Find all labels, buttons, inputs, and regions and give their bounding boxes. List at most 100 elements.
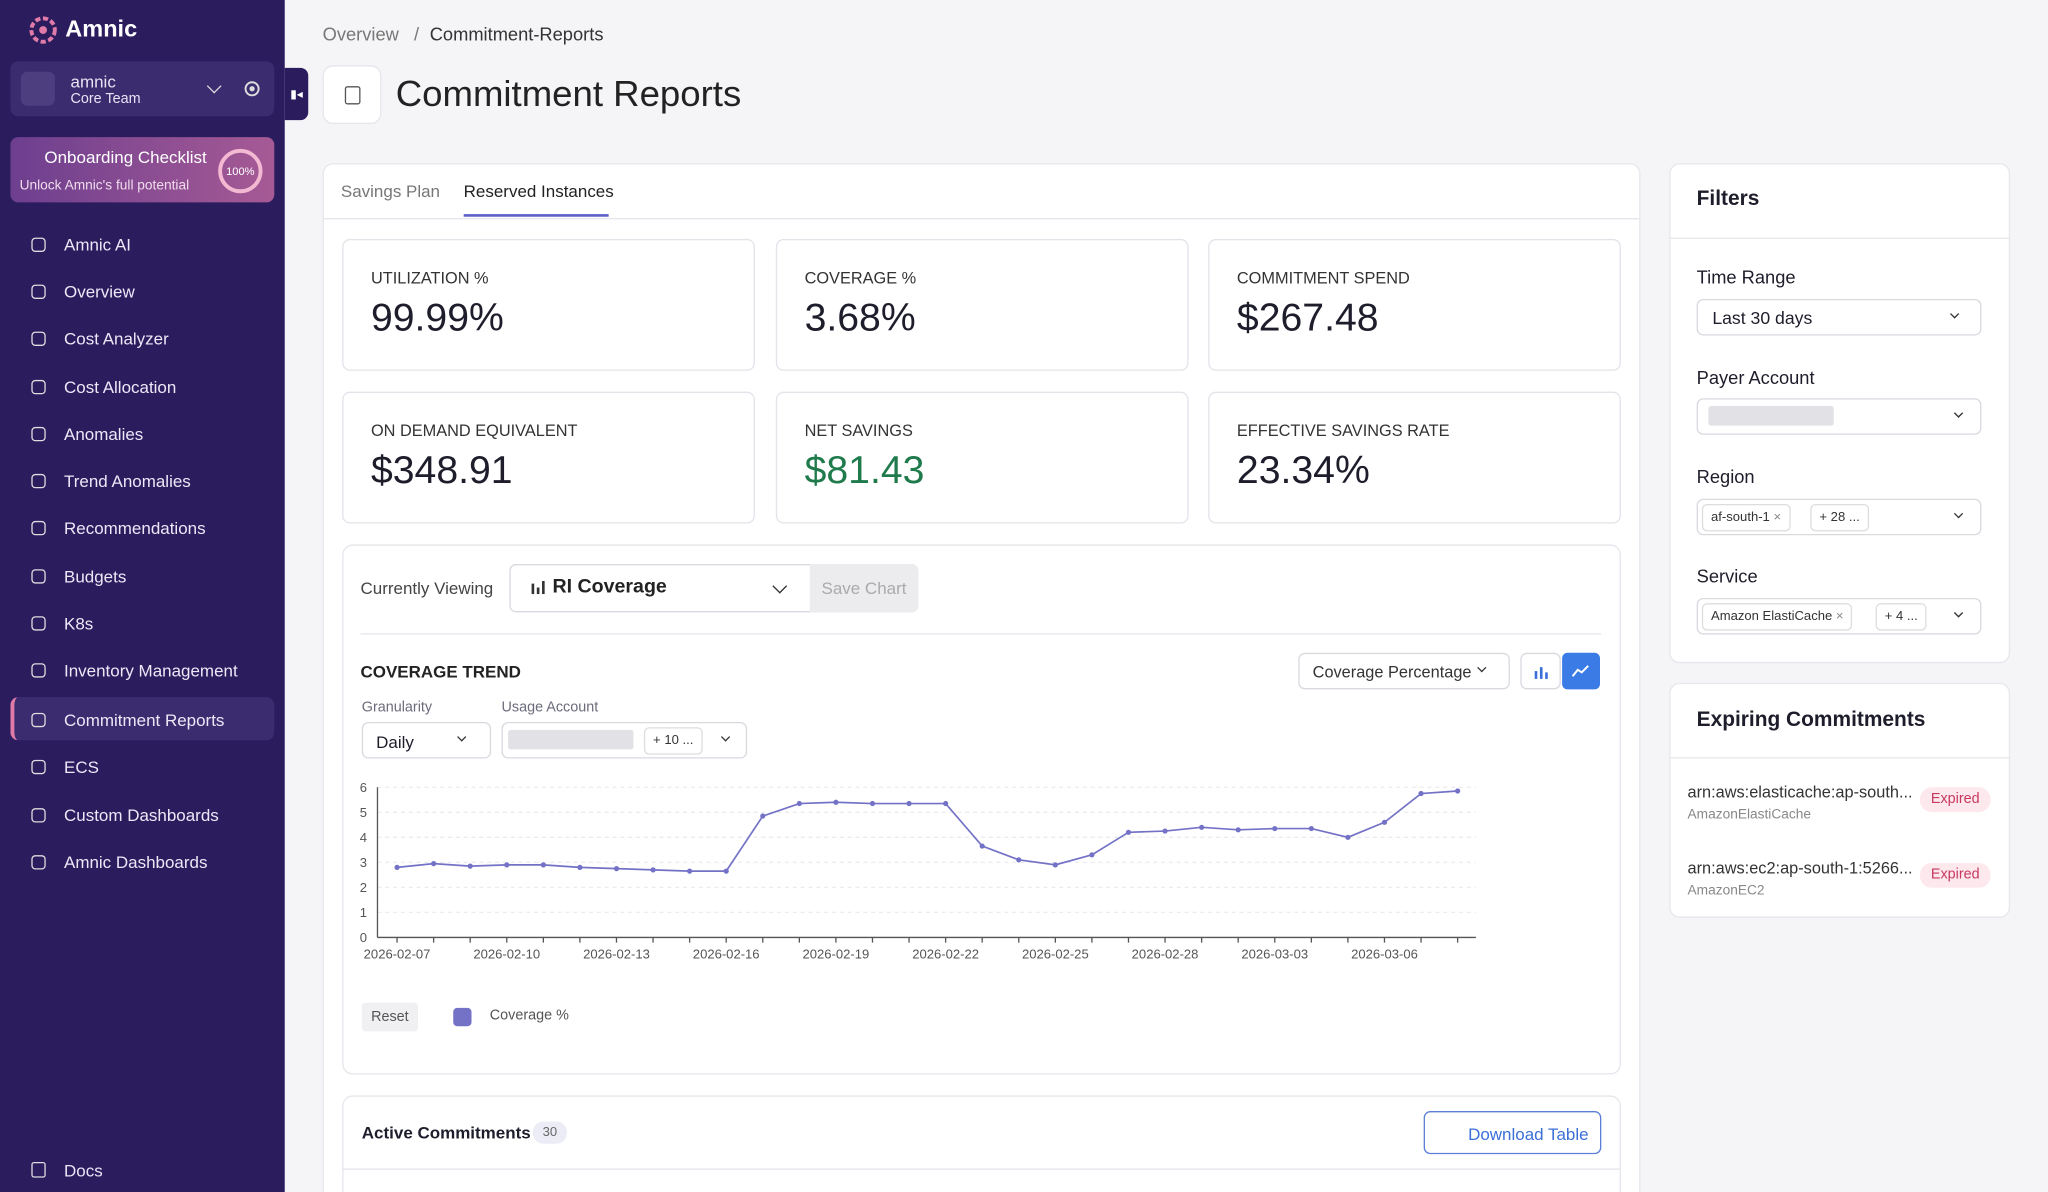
chart-title: COVERAGE TREND xyxy=(360,661,521,682)
nav-item[interactable]: Cost Analyzer xyxy=(63,329,169,349)
onboarding-title: Onboarding Checklist xyxy=(44,147,207,168)
kpi-label: ON DEMAND EQUIVALENT xyxy=(370,421,578,440)
kpi-label: NET SAVINGS xyxy=(804,421,913,440)
breadcrumb-item: Commitment-Reports xyxy=(429,23,604,45)
docs-link[interactable]: Docs xyxy=(63,1160,103,1181)
nav-item[interactable]: Cost Allocation xyxy=(63,377,177,397)
org-team: Core Team xyxy=(70,91,141,108)
kpi-card xyxy=(775,238,1189,371)
service-chip: Amazon ElastiCache × xyxy=(1701,603,1853,631)
save-chart-button[interactable]: Save Chart xyxy=(809,564,919,613)
kpi-card xyxy=(342,238,755,371)
data-point xyxy=(760,813,766,819)
x-tick-label: 2026-02-25 xyxy=(1022,946,1089,961)
data-point xyxy=(540,862,546,868)
settings-icon[interactable] xyxy=(242,78,263,99)
commitment-service: AmazonElastiCache xyxy=(1687,806,1811,823)
data-point xyxy=(1235,827,1241,833)
docs-icon xyxy=(31,1161,46,1178)
x-tick-label: 2026-02-22 xyxy=(912,946,979,961)
data-point xyxy=(1308,825,1314,832)
data-point xyxy=(1381,819,1388,825)
tab-indicator xyxy=(463,214,609,217)
nav-item[interactable]: Anomalies xyxy=(63,424,144,444)
data-point xyxy=(1016,857,1022,863)
nav-active xyxy=(10,697,275,741)
legend-swatch[interactable] xyxy=(453,1007,472,1027)
nav-item[interactable]: Recommendations xyxy=(63,518,206,538)
nav-icon xyxy=(31,473,46,489)
brand: Amnic xyxy=(65,15,138,42)
data-point xyxy=(504,862,510,868)
x-tick-label: 2026-02-16 xyxy=(693,946,760,961)
nav-icon xyxy=(31,808,46,823)
data-point xyxy=(394,864,400,870)
nav-item[interactable]: Amnic AI xyxy=(63,235,131,255)
nav-item[interactable]: Custom Dashboards xyxy=(63,805,219,826)
nav-item[interactable]: Amnic Dashboards xyxy=(63,852,208,873)
nav-item[interactable]: K8s xyxy=(63,613,94,634)
nav-icon xyxy=(31,616,46,631)
kpi-value: $348.91 xyxy=(370,449,513,493)
data-point xyxy=(1455,788,1461,794)
kpi-label: COMMITMENT SPEND xyxy=(1236,268,1410,288)
filter-label: Service xyxy=(1696,565,1758,587)
metric-select[interactable]: Coverage Percentage xyxy=(1298,652,1510,690)
nav-icon xyxy=(31,331,46,346)
org-name: amnic xyxy=(70,71,116,92)
divider xyxy=(1669,237,2011,239)
region-chip: af-south-1 × xyxy=(1701,503,1791,532)
y-tick-label: 2 xyxy=(360,880,367,895)
legend-label[interactable]: Coverage % xyxy=(489,1007,569,1024)
series-line xyxy=(396,790,1458,872)
nav-item[interactable]: Inventory Management xyxy=(63,660,238,681)
tab-active[interactable]: Reserved Instances xyxy=(463,181,614,202)
granularity-select[interactable]: Daily xyxy=(361,721,492,759)
x-tick-label: 2026-03-06 xyxy=(1351,946,1418,961)
chart-card xyxy=(342,544,1621,1075)
onboarding-progress: 100% xyxy=(218,148,263,194)
filter-label: Payer Account xyxy=(1696,366,1815,388)
data-point xyxy=(1125,829,1132,835)
kpi-value: 23.34% xyxy=(1236,449,1370,493)
filter-label: Time Range xyxy=(1696,266,1796,288)
y-tick-label: 5 xyxy=(360,805,367,820)
data-point xyxy=(869,800,876,807)
nav-item[interactable]: Commitment Reports xyxy=(63,710,225,730)
commitment-arn[interactable]: arn:aws:elasticache:ap-south... xyxy=(1687,783,1913,802)
tab[interactable]: Savings Plan xyxy=(340,181,441,202)
expiring-title: Expiring Commitments xyxy=(1696,708,1926,732)
y-tick-label: 0 xyxy=(360,930,367,945)
nav-icon xyxy=(31,569,46,584)
usage-account-more: + 10 ... xyxy=(643,727,703,755)
commitment-service: AmazonEC2 xyxy=(1687,882,1765,899)
nav-item[interactable]: Trend Anomalies xyxy=(63,471,191,491)
nav-item[interactable]: Budgets xyxy=(63,566,127,587)
org-icon xyxy=(20,71,55,106)
commitment-arn[interactable]: arn:aws:ec2:ap-south-1:5266... xyxy=(1687,859,1913,878)
data-point xyxy=(943,800,949,807)
y-tick-label: 6 xyxy=(360,780,367,795)
data-point xyxy=(1199,824,1205,830)
bar-chart-toggle[interactable] xyxy=(1520,652,1561,690)
time-range-select[interactable]: Last 30 days xyxy=(1696,298,1982,336)
line-chart-toggle[interactable] xyxy=(1562,652,1600,690)
data-point xyxy=(613,865,620,872)
download-button[interactable]: Download Table xyxy=(1423,1111,1602,1155)
nav-icon xyxy=(31,426,46,442)
kpi-value: 99.99% xyxy=(370,296,504,340)
kpi-label: COVERAGE % xyxy=(804,268,917,288)
data-point xyxy=(650,867,656,873)
breadcrumb-item[interactable]: Overview xyxy=(322,23,399,45)
reset-button[interactable]: Reset xyxy=(361,1002,418,1032)
nav-icon xyxy=(31,520,46,536)
data-point xyxy=(1052,862,1058,868)
collapse-button[interactable]: ▮◂ xyxy=(284,67,309,121)
onboarding-subtitle: Unlock Amnic's full potential xyxy=(19,177,190,194)
nav-item[interactable]: ECS xyxy=(63,757,99,777)
data-point xyxy=(687,868,693,874)
logo xyxy=(29,16,57,44)
nav-item[interactable]: Overview xyxy=(63,282,135,302)
nav-icon xyxy=(31,237,46,252)
